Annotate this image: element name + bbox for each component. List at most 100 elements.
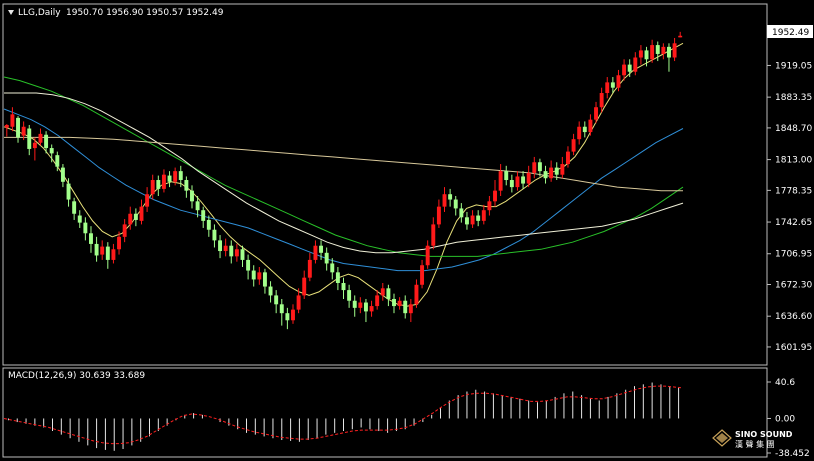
moving-average-lines (3, 42, 684, 307)
candle-body (644, 50, 649, 60)
candle-body (448, 194, 453, 200)
candle-body (218, 240, 223, 252)
price-tick-label: 1778.35 (775, 186, 812, 196)
watermark-logo: SINO SOUND 漢 聲 集 團 (712, 429, 793, 449)
price-tick-label: 1601.95 (775, 343, 812, 353)
candle-body (49, 148, 54, 154)
price-tick-label: 1636.60 (775, 312, 812, 322)
candle-body (307, 259, 312, 278)
candle-body (240, 249, 245, 260)
candle-body (481, 210, 486, 221)
candle-body (464, 217, 469, 225)
candle-body (206, 219, 211, 230)
current-price-label: 1952.49 (772, 28, 809, 38)
candle-body (324, 252, 329, 264)
price-tick-label: 1813.00 (775, 156, 812, 166)
candle-body (178, 171, 183, 181)
candle-body (94, 243, 99, 256)
candle-body (190, 190, 194, 202)
macd-tick-label: 0.00 (775, 414, 795, 424)
symbol-label: LLG,Daily (18, 8, 61, 18)
candle-body (100, 246, 105, 255)
candle-body (285, 313, 290, 321)
price-tick-label: 1883.35 (775, 93, 812, 103)
candle-body (83, 222, 88, 234)
candle-body (150, 180, 155, 195)
header-info: LLG,Daily 1950.70 1956.90 1950.57 1952.4… (8, 8, 224, 18)
candle-body (122, 224, 127, 237)
candle-body (380, 288, 385, 296)
watermark-line1: SINO SOUND (735, 430, 793, 439)
price-tick-label: 1672.30 (775, 281, 812, 291)
candle-body (32, 142, 37, 149)
candle-body (369, 306, 374, 312)
candle-body (392, 298, 396, 307)
candle-body (521, 176, 526, 184)
candle-body (487, 201, 492, 211)
candle-body (638, 50, 643, 58)
current-price-box (767, 25, 813, 38)
candle-body (515, 176, 520, 188)
price-tick-label: 1742.65 (775, 218, 812, 228)
candle-body (262, 272, 267, 287)
candle-body (470, 215, 475, 225)
candle-body (145, 194, 150, 207)
candle-body (678, 35, 683, 38)
candle-body (431, 224, 436, 246)
candle-body (167, 175, 172, 182)
candle-body (302, 277, 307, 296)
candle-body (156, 180, 161, 189)
candle-body (397, 300, 402, 307)
price-tick-label: 1919.05 (775, 61, 812, 71)
dropdown-triangle-icon[interactable] (8, 10, 14, 15)
candle-body (594, 107, 598, 120)
candle-body (358, 302, 363, 308)
candle-body (128, 213, 133, 225)
candle-body (268, 286, 273, 296)
moving-average-line (4, 92, 684, 254)
candle-body (201, 210, 206, 221)
candle-body (341, 282, 346, 291)
candle-body (616, 75, 621, 88)
candle-body (442, 194, 447, 207)
candle-body (375, 295, 380, 307)
macd-axis: 40.6 0.00 -38.452 (767, 378, 810, 459)
candle-body (38, 133, 43, 143)
candle-body (425, 245, 430, 266)
price-tick-label: 1848.70 (775, 124, 812, 134)
candle-body (582, 126, 587, 133)
candle-body (610, 82, 615, 88)
ohlc-values: 1950.70 1956.90 1950.57 1952.49 (66, 8, 224, 18)
candle-body (599, 93, 604, 108)
candle-body (498, 171, 503, 191)
macd-label: MACD(12,26,9) 30.639 33.689 (8, 371, 145, 381)
candle-body (229, 245, 234, 257)
candle-body (414, 284, 419, 305)
candle-body (633, 57, 638, 72)
moving-average-line (3, 42, 684, 307)
macd-panel-frame (2, 367, 768, 458)
candle-body (667, 46, 671, 58)
candle-body (622, 64, 627, 76)
watermark-line2: 漢 聲 集 團 (735, 439, 775, 449)
candle-body (453, 199, 458, 209)
candle-body (476, 215, 481, 221)
candle-body (672, 43, 677, 58)
candle-body (459, 208, 464, 218)
candle-body (111, 249, 116, 260)
macd-signal-polyline (3, 385, 684, 445)
candle-body (577, 126, 582, 140)
moving-average-line (3, 76, 684, 257)
candle-body (504, 171, 509, 181)
moving-average-line (3, 108, 684, 272)
macd-histogram (7, 382, 680, 451)
candle-body (246, 259, 251, 271)
candle-body (560, 164, 565, 175)
diamond-logo-icon (712, 429, 732, 447)
candle-body (543, 171, 548, 179)
candlesticks (4, 31, 683, 330)
candle-body (44, 134, 49, 149)
macd-signal-line (3, 385, 684, 445)
candle-body (212, 229, 217, 241)
